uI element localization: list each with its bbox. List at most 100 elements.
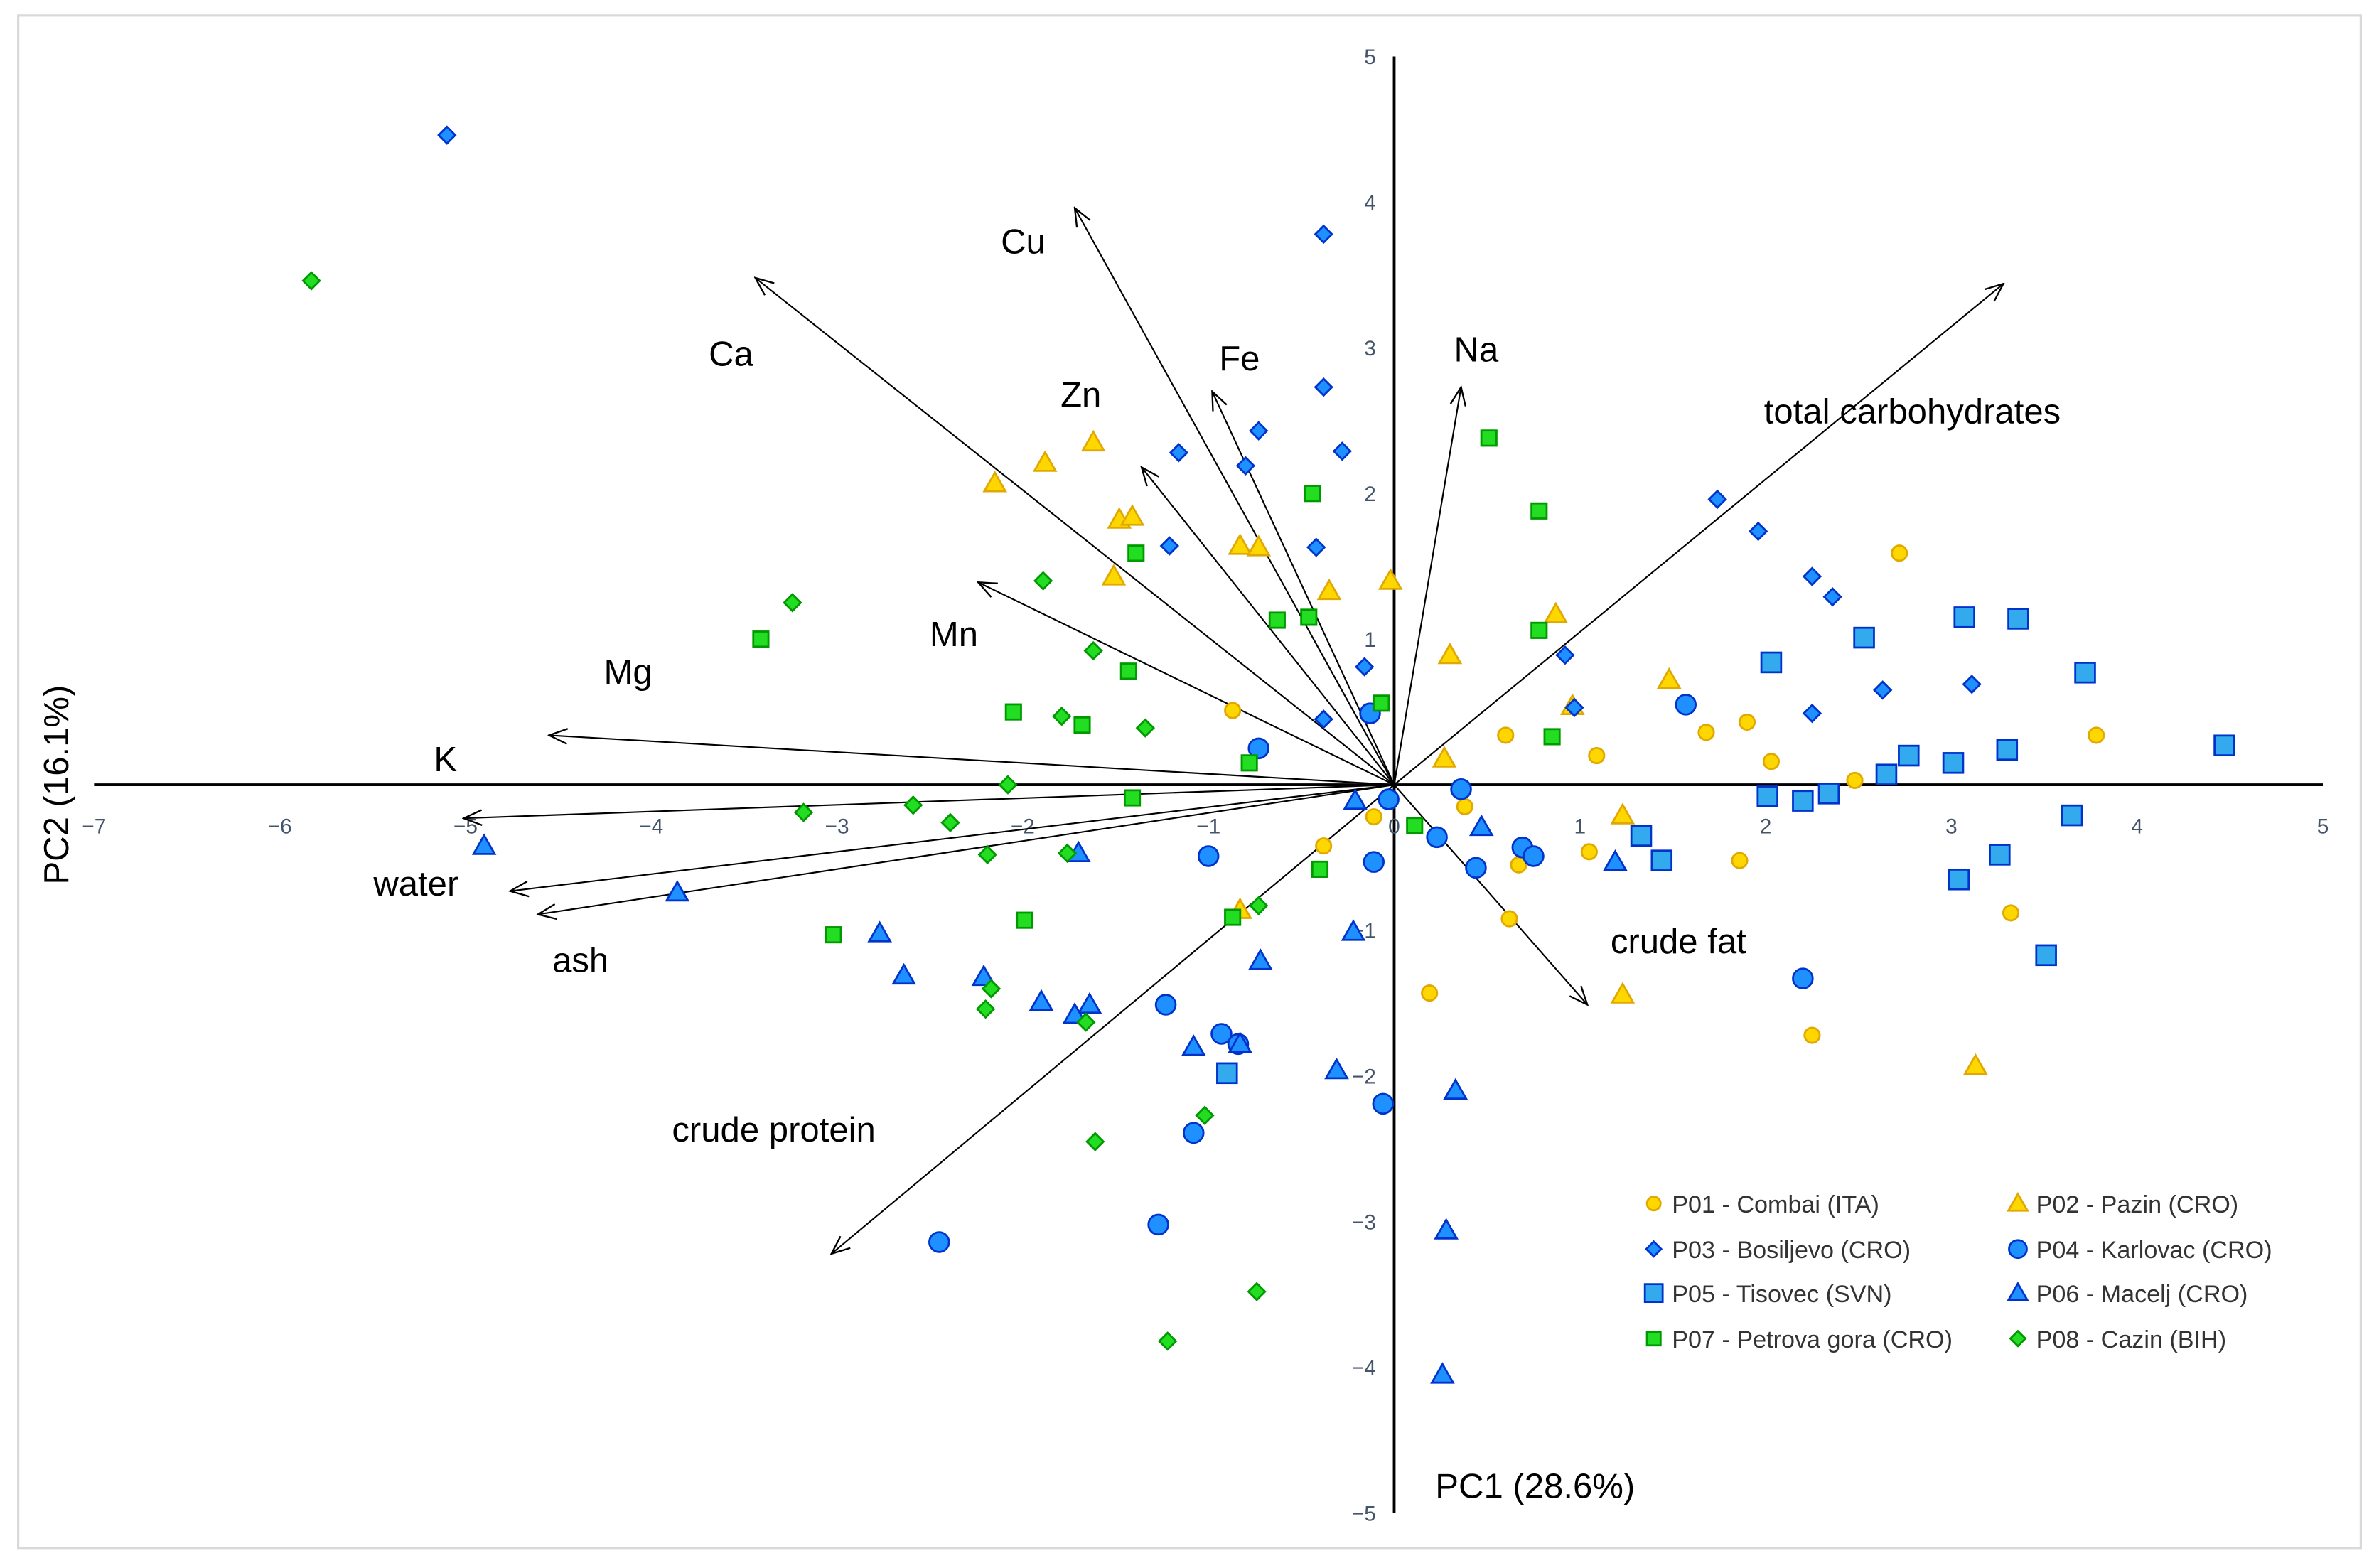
point-circle-small: [1846, 771, 1864, 789]
point-square-small: [1543, 728, 1561, 746]
loading-label: Fe: [1219, 340, 1260, 378]
point-diamond: [998, 775, 1018, 795]
point-circle: [928, 1231, 950, 1253]
point-square-small: [1127, 544, 1145, 562]
point-circle-small: [1588, 747, 1606, 765]
point-square-small: [825, 926, 842, 944]
point-square-small: [1300, 608, 1318, 626]
point-triangle: [1119, 504, 1145, 526]
x-tick-label: −7: [82, 815, 106, 838]
point-circle-small: [1738, 713, 1756, 731]
point-square: [1630, 825, 1653, 847]
point-triangle: [1062, 1002, 1088, 1024]
point-diamond: [1645, 1240, 1663, 1258]
point-triangle: [891, 962, 916, 985]
point-diamond: [1249, 896, 1269, 915]
y-tick-label: −5: [1352, 1502, 1376, 1525]
point-square: [1898, 744, 1920, 767]
loading-label: crude fat: [1611, 923, 1746, 961]
point-triangle: [1437, 642, 1463, 665]
legend-label: P05 - Tisovec (SVN): [1672, 1281, 1891, 1308]
point-circle-small: [1731, 852, 1749, 869]
loading-label: Na: [1454, 331, 1499, 369]
point-triangle: [982, 471, 1008, 493]
point-square-small: [1480, 429, 1498, 447]
point-square-small: [1530, 502, 1548, 520]
point-square: [2074, 662, 2096, 684]
point-triangle: [1468, 814, 1494, 837]
point-circle: [1675, 694, 1697, 716]
point-diamond: [1195, 1105, 1215, 1125]
point-triangle: [971, 964, 997, 987]
point-square: [1953, 606, 1975, 628]
loading-label: ash: [552, 942, 608, 980]
point-diamond: [940, 812, 960, 833]
point-square: [1875, 763, 1898, 785]
point-diamond: [1085, 1132, 1105, 1151]
point-circle-small: [1365, 808, 1382, 826]
point-triangle: [1077, 992, 1102, 1014]
point-triangle: [2007, 1281, 2029, 1301]
point-circle-small: [1421, 984, 1439, 1002]
legend-label: P01 - Combai (ITA): [1672, 1191, 1879, 1218]
point-circle: [2008, 1239, 2028, 1260]
point-triangle: [1963, 1053, 1988, 1075]
loading-label: K: [434, 741, 457, 779]
point-triangle: [1610, 802, 1636, 825]
point-square: [1942, 752, 1965, 774]
loading-arrow-mn: [978, 582, 1395, 786]
x-tick-label: −3: [825, 815, 849, 838]
point-diamond: [1135, 718, 1156, 738]
point-diamond: [1306, 537, 1326, 557]
point-triangle: [1246, 535, 1272, 557]
loading-label: Ca: [709, 335, 753, 374]
point-diamond: [1555, 645, 1575, 665]
point-square-small: [1004, 703, 1022, 721]
point-square-small: [1123, 789, 1142, 807]
point-circle-small: [1762, 753, 1781, 770]
point-square: [1948, 869, 1970, 891]
point-triangle: [471, 833, 497, 855]
point-square: [1853, 626, 1875, 649]
x-tick-label: 5: [2317, 815, 2329, 838]
loading-arrow-na: [1393, 387, 1461, 785]
point-circle: [1147, 1213, 1169, 1236]
point-square-small: [1311, 860, 1329, 878]
point-diamond: [437, 125, 457, 145]
legend-label: P04 - Karlovac (CRO): [2036, 1237, 2272, 1264]
x-tick-label: −6: [268, 815, 292, 838]
point-circle-small: [1224, 702, 1242, 719]
point-square: [2007, 608, 2029, 630]
point-triangle: [1603, 849, 1628, 871]
point-square: [1792, 790, 1814, 812]
point-diamond: [1802, 566, 1822, 586]
point-diamond: [1822, 587, 1842, 607]
point-circle-small: [1697, 724, 1715, 741]
y-tick-label: 4: [1364, 191, 1376, 215]
point-triangle: [1228, 1031, 1252, 1053]
loading-label: total carbohydrates: [1764, 393, 2061, 431]
loading-label: Mn: [930, 616, 978, 654]
point-triangle: [1101, 564, 1127, 586]
point-diamond: [1033, 571, 1053, 591]
point-triangle: [1341, 919, 1366, 941]
loading-arrow-crude-fat: [1393, 784, 1587, 1004]
point-diamond: [1802, 703, 1822, 724]
point-diamond: [1169, 443, 1189, 463]
point-diamond: [977, 844, 997, 865]
legend-label: P08 - Cazin (BIH): [2036, 1326, 2227, 1353]
point-triangle: [1029, 989, 1054, 1011]
point-triangle: [1430, 1362, 1455, 1384]
point-diamond: [793, 802, 814, 822]
point-diamond: [783, 593, 802, 613]
point-diamond: [1247, 1282, 1267, 1301]
point-triangle: [1610, 982, 1636, 1004]
y-tick-label: 1: [1364, 628, 1376, 652]
point-diamond: [1157, 1331, 1178, 1351]
point-square-small: [1119, 662, 1137, 680]
point-square: [1989, 844, 2011, 866]
point-triangle: [1432, 746, 1457, 768]
point-square-small: [1224, 908, 1242, 926]
legend-label: P02 - Pazin (CRO): [2036, 1191, 2239, 1218]
